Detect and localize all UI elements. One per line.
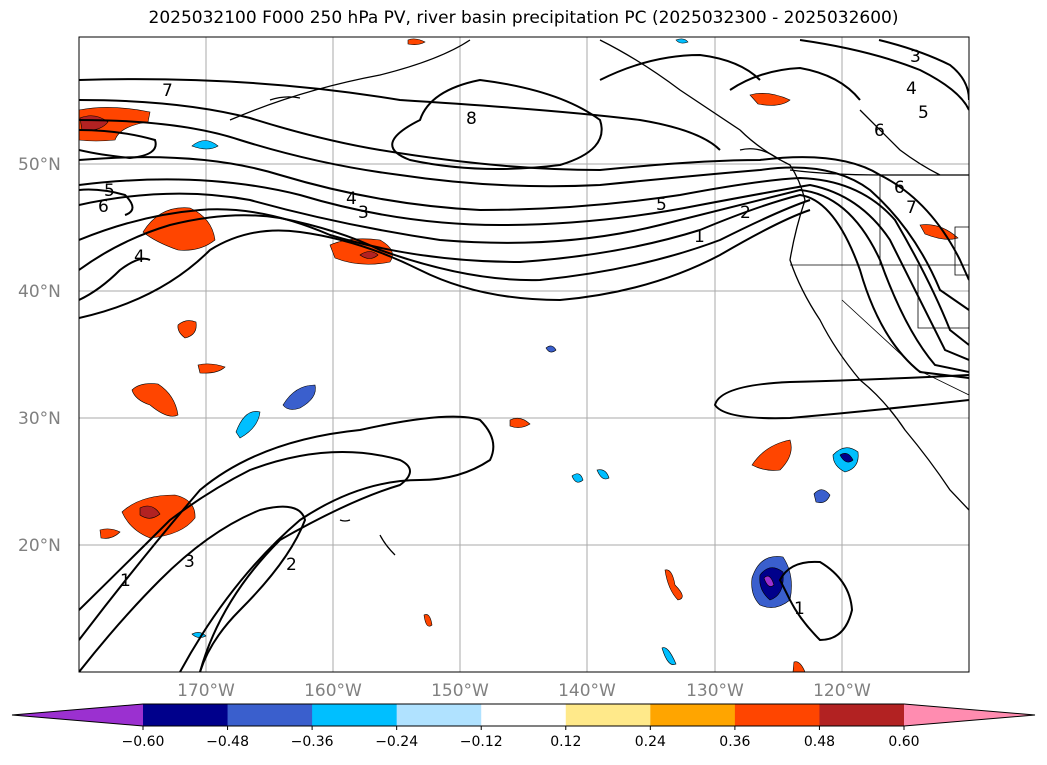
colorbar-tick-label: −0.48	[206, 734, 249, 750]
precip-patch	[792, 661, 806, 672]
precip-patch	[191, 140, 219, 150]
colorbar-extend-max	[904, 704, 1035, 726]
precip-patch	[813, 489, 831, 503]
lon-label: 130°W	[686, 681, 744, 701]
contour-label: 1	[120, 571, 131, 591]
precip-patch	[596, 469, 610, 480]
contour-label: 8	[466, 109, 477, 129]
lon-label: 160°W	[304, 681, 362, 701]
contour-label: 2	[740, 203, 751, 223]
lat-label: 40°N	[18, 282, 61, 302]
lon-label: 150°W	[431, 681, 489, 701]
precip-patch	[282, 384, 316, 410]
precip-patch	[99, 528, 121, 539]
precip-patch	[131, 383, 179, 417]
lat-label: 20°N	[18, 536, 61, 556]
precip-patch	[571, 473, 584, 483]
colorbar-extend-min	[12, 704, 143, 726]
map-title: 2025032100 F000 250 hPa PV, river basin …	[148, 8, 899, 28]
graticule	[79, 37, 969, 672]
colorbar-tick-label: 0.24	[635, 734, 666, 750]
precip-patch	[177, 320, 197, 339]
precip-patch	[79, 107, 151, 142]
precip-patch	[661, 647, 677, 665]
contour-label: 7	[906, 198, 917, 218]
colorbar-bin	[143, 704, 229, 726]
contour-label: 6	[874, 121, 885, 141]
precip-patch	[839, 453, 854, 463]
contour-label: 5	[104, 181, 115, 201]
precip-patch	[763, 575, 775, 587]
map-frame	[78, 36, 970, 673]
colorbar-tick-label: 0.60	[888, 734, 919, 750]
map-area	[79, 37, 969, 672]
colorbar-bin	[650, 704, 736, 726]
colorbar-tick-label: −0.60	[122, 734, 165, 750]
lon-label: 170°W	[177, 681, 235, 701]
colorbar-tick-label: −0.36	[291, 734, 334, 750]
precip-patch	[359, 251, 379, 259]
colorbar-bin	[396, 704, 482, 726]
borders	[790, 175, 969, 396]
precip-patch	[407, 38, 426, 45]
colorbar-bin	[565, 704, 651, 726]
colorbar-bin	[481, 704, 567, 726]
contour-label: 4	[906, 79, 917, 99]
precip-patch	[139, 505, 161, 519]
precip-patch	[919, 224, 959, 240]
contour-label: 3	[910, 47, 921, 67]
precip-patch	[423, 614, 433, 627]
colorbar-bin	[227, 704, 313, 726]
lon-label: 120°W	[813, 681, 871, 701]
precip-patch	[121, 494, 196, 539]
precip-patch	[749, 93, 791, 106]
contour-label: 4	[346, 189, 357, 209]
lat-label: 50°N	[18, 155, 61, 175]
contour-label: 5	[918, 103, 929, 123]
contour-label: 5	[656, 195, 667, 215]
contour-label: 6	[894, 178, 905, 198]
colorbar-bin	[819, 704, 905, 726]
contour-label: 1	[694, 227, 705, 247]
longitude-labels: 170°W 160°W 150°W 140°W 130°W 120°W	[177, 681, 871, 701]
pv-contours	[79, 39, 969, 672]
contour-label: 3	[358, 203, 369, 223]
colorbar-tick-label: −0.12	[460, 734, 503, 750]
contour-label: 7	[162, 81, 173, 101]
colorbar-tick-label: 0.36	[719, 734, 750, 750]
precip-negative-patches	[191, 38, 859, 665]
colorbar-tick-label: 0.48	[804, 734, 835, 750]
coastlines	[229, 39, 969, 556]
colorbar-tick-label: −0.24	[375, 734, 418, 750]
precip-patch	[197, 363, 226, 374]
contour-label: 4	[134, 247, 145, 267]
colorbar: −0.60 −0.48 −0.36 −0.24 −0.12 0.12 0.24 0.36 0.4…	[11, 703, 1036, 750]
precip-patch	[509, 417, 531, 428]
colorbar-bin	[312, 704, 398, 726]
precip-patch	[675, 38, 689, 44]
contour-label: 1	[794, 599, 805, 619]
lon-label: 140°W	[558, 681, 616, 701]
lat-label: 30°N	[18, 409, 61, 429]
latitude-labels: 50°N 40°N 30°N 20°N	[18, 155, 61, 556]
contour-labels: 7 8 5 6 4 3 5 2 1 4 5 6 6 7 1 3 2 1 3 4	[98, 47, 929, 619]
precip-patch	[751, 439, 792, 471]
precip-patch	[664, 569, 683, 601]
contour-label: 6	[98, 197, 109, 217]
colorbar-bin	[734, 704, 820, 726]
colorbar-tick-label: 0.12	[550, 734, 581, 750]
precip-patch	[235, 411, 261, 439]
contour-label: 2	[286, 555, 297, 575]
precip-patch	[545, 345, 557, 353]
contour-label: 3	[184, 552, 195, 572]
